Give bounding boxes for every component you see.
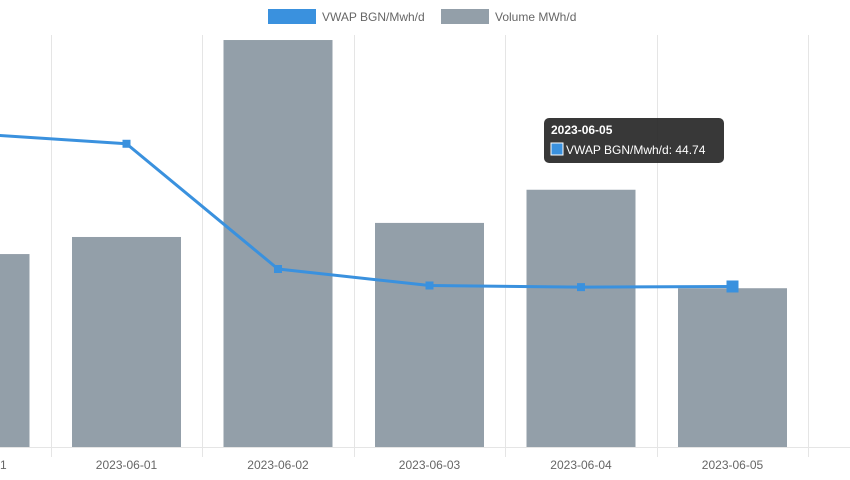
legend-swatch-volume (441, 9, 489, 24)
grid-lines (0, 35, 850, 457)
vwap-point (577, 283, 585, 292)
legend-item-volume[interactable]: Volume MWh/d (441, 9, 576, 24)
x-tick-label: 2023-06-01 (96, 458, 158, 472)
volume-bar (375, 222, 484, 447)
x-tick-label: 1 (0, 458, 7, 472)
vwap-line-layer (0, 134, 739, 293)
x-tick-label: 2023-06-03 (399, 458, 461, 472)
vwap-point (122, 139, 131, 148)
x-axis-ticks: 1 2023-06-01 2023-06-02 2023-06-03 2023-06-0… (0, 458, 764, 472)
vwap-point (425, 281, 434, 290)
volume-bar (678, 288, 787, 447)
legend-item-vwap[interactable]: VWAP BGN/Mwh/d (268, 9, 425, 24)
x-tick-label: 2023-06-05 (702, 458, 764, 472)
volume-bars (0, 40, 787, 448)
x-tick-label: 2023-06-04 (550, 458, 612, 472)
legend-label-vwap: VWAP BGN/Mwh/d (322, 10, 425, 24)
vwap-point (274, 265, 282, 274)
tooltip-title: 2023-06-05 (551, 123, 613, 137)
tooltip-box (544, 118, 724, 163)
volume-bar (0, 254, 30, 447)
x-tick-label: 2023-06-02 (247, 458, 309, 472)
volume-bar (223, 40, 333, 448)
vwap-line (0, 134, 733, 289)
legend-label-volume: Volume MWh/d (495, 10, 576, 24)
tooltip: 2023-06-05 VWAP BGN/Mwh/d: 44.74 (544, 118, 724, 163)
legend-swatch-vwap (268, 9, 316, 24)
volume-bar (526, 189, 636, 447)
volume-bar (72, 236, 181, 447)
vwap-point-active (726, 280, 739, 293)
tooltip-color-swatch (550, 142, 564, 156)
tooltip-body: VWAP BGN/Mwh/d: 44.74 (566, 143, 706, 157)
legend: VWAP BGN/Mwh/d Volume MWh/d (268, 9, 576, 24)
